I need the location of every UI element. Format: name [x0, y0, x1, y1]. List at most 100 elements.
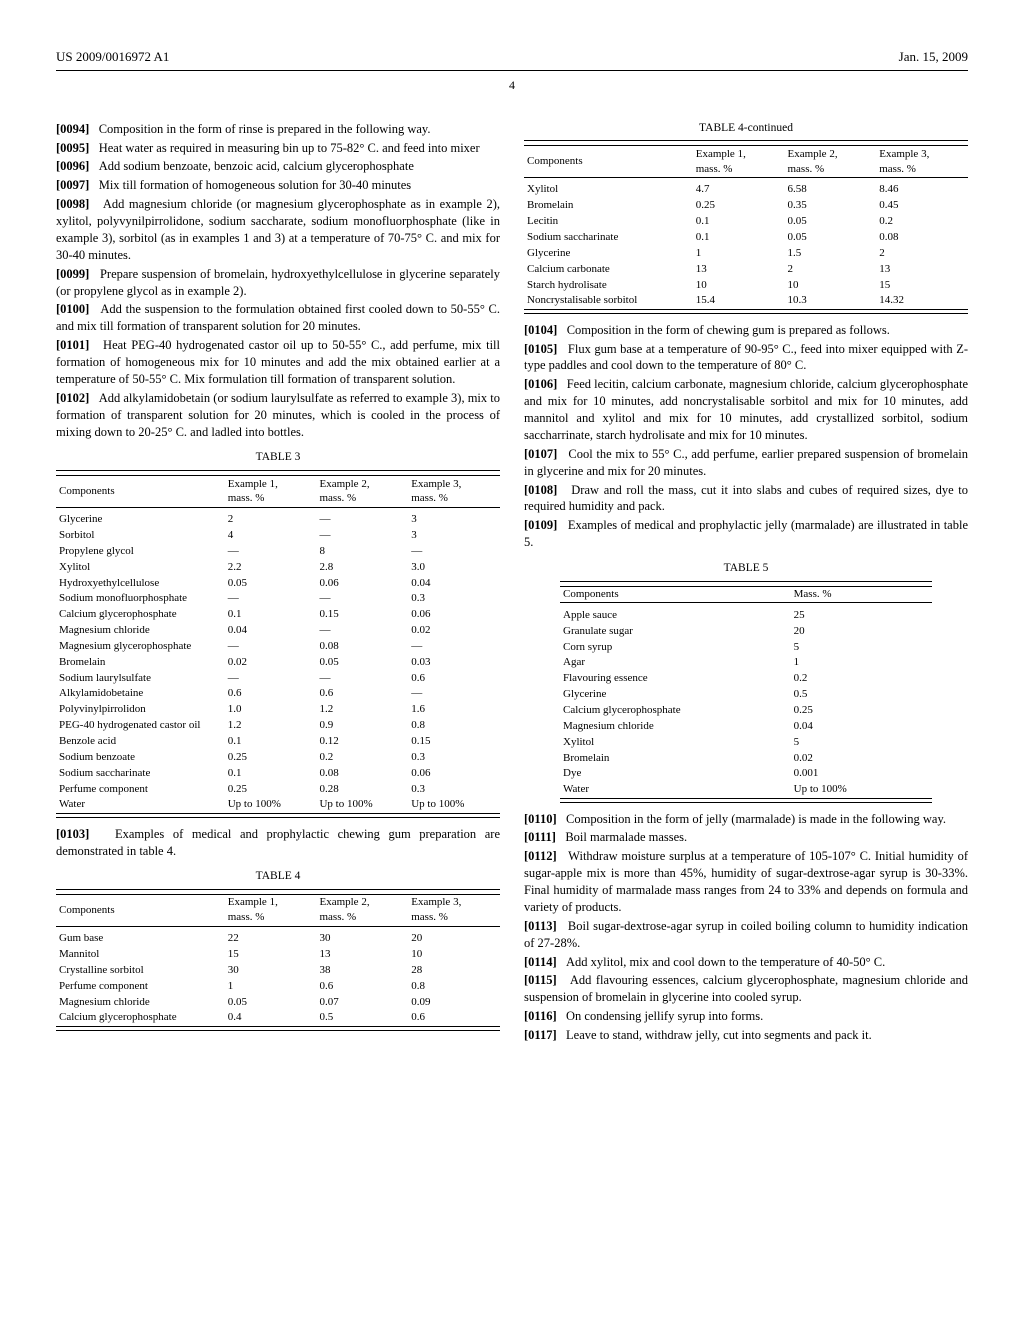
table-cell: 0.12: [316, 734, 408, 750]
para-text: Flux gum base at a temperature of 90-95°…: [524, 342, 968, 373]
table-cell: 0.6: [225, 686, 317, 702]
table-cell: Sodium laurylsulfate: [56, 670, 225, 686]
table-cell: Up to 100%: [408, 797, 500, 813]
table-row: Dye0.001: [560, 766, 932, 782]
content-columns: [0094] Composition in the form of rinse …: [56, 121, 968, 1044]
para-num: [0116]: [524, 1009, 557, 1023]
table-cell: Water: [56, 797, 225, 813]
table-row: Apple sauce25: [560, 607, 932, 623]
table-cell: 0.15: [316, 607, 408, 623]
table-cell: 1.6: [408, 702, 500, 718]
paragraph: [0099] Prepare suspension of bromelain, …: [56, 266, 500, 300]
table-cell: —: [316, 512, 408, 528]
table-cell: Up to 100%: [791, 782, 932, 798]
table-cell: 0.4: [225, 1010, 317, 1026]
table-row: Flavouring essence0.2: [560, 671, 932, 687]
table-cell: —: [408, 543, 500, 559]
table-cell: Sodium saccharinate: [56, 765, 225, 781]
table-cell: 3: [408, 512, 500, 528]
table-cell: 30: [316, 931, 408, 947]
table-cell: 10.3: [784, 293, 876, 309]
table-row: Noncrystalisable sorbitol15.410.314.32: [524, 293, 968, 309]
table-cell: 0.03: [408, 654, 500, 670]
table-cell: 0.25: [225, 749, 317, 765]
table-cell: —: [225, 638, 317, 654]
table-cell: 0.05: [225, 994, 317, 1010]
para-text: Add sodium benzoate, benzoic acid, calci…: [99, 159, 414, 173]
table-cell: 15: [225, 947, 317, 963]
table-cell: 0.6: [316, 978, 408, 994]
table-cell: Calcium glycerophosphate: [560, 702, 791, 718]
table-cell: 15: [876, 277, 968, 293]
table-cell: Sodium saccharinate: [524, 229, 693, 245]
table-cell: 2: [784, 261, 876, 277]
table-row: Bromelain0.02: [560, 750, 932, 766]
table-row: Calcium glycerophosphate0.25: [560, 702, 932, 718]
table-cell: Xylitol: [560, 734, 791, 750]
table-row: Glycerine2—3: [56, 512, 500, 528]
para-num: [0095]: [56, 141, 89, 155]
table-cell: Glycerine: [56, 512, 225, 528]
table-header: Components: [56, 476, 225, 508]
table-row: Granulate sugar20: [560, 623, 932, 639]
table-cell: 0.25: [225, 781, 317, 797]
table-cell: 25: [791, 607, 932, 623]
table-cell: —: [316, 528, 408, 544]
table-cell: Xylitol: [524, 182, 693, 198]
table-cell: 0.1: [225, 734, 317, 750]
table-cell: 0.9: [316, 718, 408, 734]
para-text: Composition in the form of chewing gum i…: [567, 323, 890, 337]
table-cell: Dye: [560, 766, 791, 782]
paragraph: [0098] Add magnesium chloride (or magnes…: [56, 196, 500, 264]
table-cell: 13: [693, 261, 785, 277]
pub-date: Jan. 15, 2009: [899, 48, 968, 66]
table-row: Agar1: [560, 655, 932, 671]
table-cell: Mannitol: [56, 947, 225, 963]
table-cell: —: [316, 591, 408, 607]
table-cell: —: [225, 591, 317, 607]
table-cell: 0.09: [408, 994, 500, 1010]
table-header: Example 2,mass. %: [784, 146, 876, 178]
table-row: Hydroxyethylcellulose0.050.060.04: [56, 575, 500, 591]
paragraph: [0101] Heat PEG-40 hydrogenated castor o…: [56, 337, 500, 388]
para-text: Mix till formation of homogeneous soluti…: [99, 178, 411, 192]
table-row: Gum base223020: [56, 931, 500, 947]
table-cell: 0.02: [408, 623, 500, 639]
table-cell: 5: [791, 639, 932, 655]
para-text: Withdraw moisture surplus at a temperatu…: [524, 849, 968, 914]
paragraph: [0107] Cool the mix to 55° C., add perfu…: [524, 446, 968, 480]
table-cell: 0.35: [784, 198, 876, 214]
table-cell: Glycerine: [524, 245, 693, 261]
table-row: Perfume component10.60.8: [56, 978, 500, 994]
table-cell: 10: [693, 277, 785, 293]
para-text: Leave to stand, withdraw jelly, cut into…: [566, 1028, 872, 1042]
para-text: Add magnesium chloride (or magnesium gly…: [56, 197, 500, 262]
table-cell: Magnesium glycerophosphate: [56, 638, 225, 654]
para-text: Add the suspension to the formulation ob…: [56, 302, 500, 333]
table-cell: 3.0: [408, 559, 500, 575]
para-num: [0103]: [56, 827, 89, 841]
paragraph: [0095] Heat water as required in measuri…: [56, 140, 500, 157]
para-num: [0117]: [524, 1028, 557, 1042]
table-row: Sodium monofluorphosphate——0.3: [56, 591, 500, 607]
table-row: Sorbitol4—3: [56, 528, 500, 544]
table-cell: Bromelain: [524, 198, 693, 214]
table-cell: 0.05: [784, 229, 876, 245]
table-4-continued: TABLE 4-continued ComponentsExample 1,ma…: [524, 121, 968, 314]
para-num: [0094]: [56, 122, 89, 136]
table-cell: Sodium monofluorphosphate: [56, 591, 225, 607]
table-cell: 0.6: [408, 670, 500, 686]
table-cell: Bromelain: [560, 750, 791, 766]
table-cell: 0.08: [316, 638, 408, 654]
table-cell: 0.04: [791, 718, 932, 734]
table-cell: 0.1: [225, 765, 317, 781]
table-header: Example 3,mass. %: [876, 146, 968, 178]
table-row: Benzole acid0.10.120.15: [56, 734, 500, 750]
table-cell: 2: [225, 512, 317, 528]
table-cell: Magnesium chloride: [560, 718, 791, 734]
table-cell: 0.02: [791, 750, 932, 766]
table-cell: 1: [693, 245, 785, 261]
table-cell: Xylitol: [56, 559, 225, 575]
table-cell: 4: [225, 528, 317, 544]
table-4: TABLE 4 ComponentsExample 1,mass. %Examp…: [56, 869, 500, 1030]
